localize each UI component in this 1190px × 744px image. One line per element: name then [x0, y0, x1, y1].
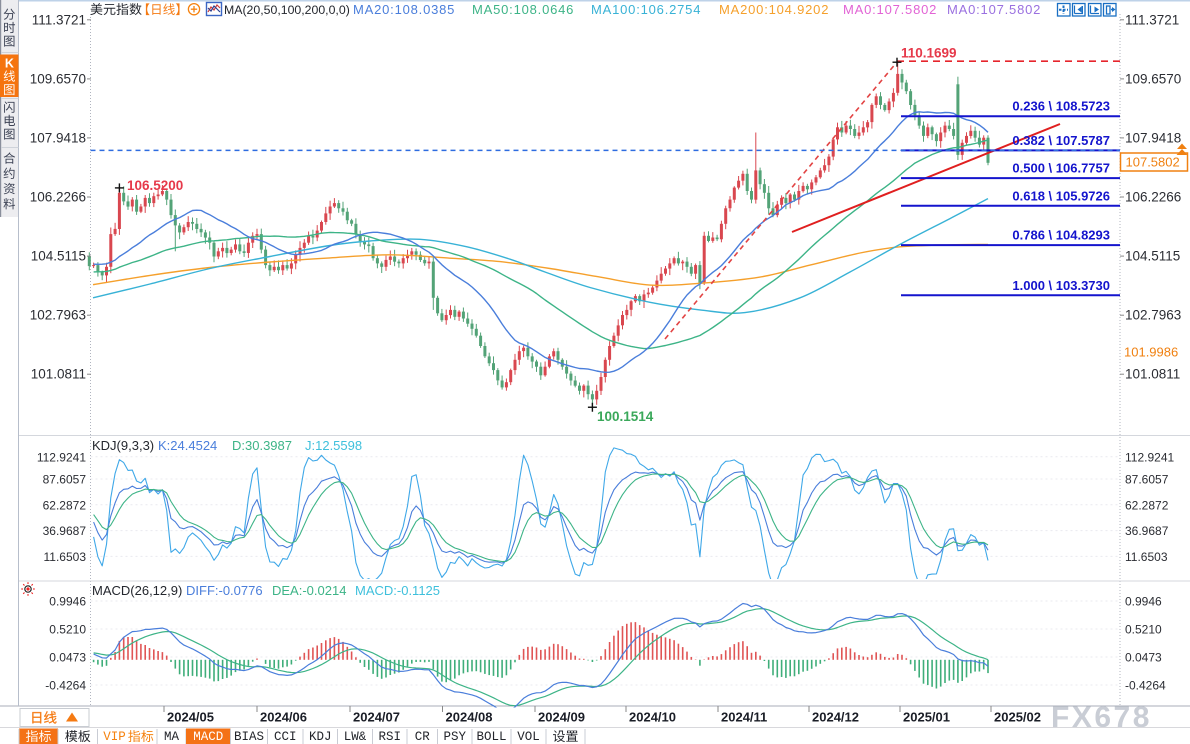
svg-text:0.9946: 0.9946 [1125, 595, 1162, 609]
svg-text:K: K [5, 56, 14, 70]
svg-text:-0.4264: -0.4264 [1125, 679, 1166, 693]
svg-text:VOL: VOL [517, 730, 540, 744]
svg-text:102.7963: 102.7963 [1125, 308, 1181, 323]
svg-text:LW&: LW& [344, 730, 367, 744]
svg-text:0.5210: 0.5210 [1125, 623, 1162, 637]
svg-text:104.5115: 104.5115 [1125, 249, 1180, 264]
svg-text:2024/08: 2024/08 [446, 710, 493, 725]
svg-text:101.0811: 101.0811 [31, 367, 86, 382]
svg-text:106.2266: 106.2266 [30, 190, 86, 205]
svg-text:MA(20,50,100,200,0,0): MA(20,50,100,200,0,0) [224, 3, 350, 17]
svg-text:KDJ: KDJ [309, 730, 332, 744]
svg-text:112.9241: 112.9241 [1125, 450, 1174, 464]
svg-text:KDJ(9,3,3): KDJ(9,3,3) [92, 438, 154, 453]
svg-text:36.9687: 36.9687 [43, 524, 87, 538]
svg-text:K:24.4524: K:24.4524 [158, 438, 217, 453]
svg-text:MA0:107.5802: MA0:107.5802 [843, 2, 937, 17]
svg-text:107.9418: 107.9418 [1125, 130, 1181, 145]
svg-text:DIFF:-0.0776: DIFF:-0.0776 [186, 583, 263, 598]
svg-text:107.5802: 107.5802 [1126, 155, 1180, 170]
svg-text:101.0811: 101.0811 [1125, 367, 1180, 382]
svg-text:MA20:108.0385: MA20:108.0385 [353, 2, 455, 17]
svg-text:62.2872: 62.2872 [1125, 498, 1169, 512]
svg-text:102.7963: 102.7963 [30, 308, 86, 323]
svg-text:111.3721: 111.3721 [32, 12, 86, 27]
svg-text:110.1699: 110.1699 [901, 46, 957, 61]
svg-text:11.6503: 11.6503 [44, 550, 87, 564]
svg-text:0.9946: 0.9946 [49, 595, 86, 609]
svg-text:PSY: PSY [444, 730, 467, 744]
svg-text:CR: CR [415, 730, 431, 744]
svg-text:0.236 \ 108.5723: 0.236 \ 108.5723 [1012, 99, 1110, 114]
svg-text:87.6057: 87.6057 [43, 473, 87, 487]
svg-text:0.5210: 0.5210 [49, 623, 86, 637]
svg-text:MA200:104.9202: MA200:104.9202 [719, 2, 829, 17]
svg-text:CCI: CCI [274, 730, 297, 744]
svg-text:2025/02: 2025/02 [994, 710, 1041, 725]
svg-text:2024/10: 2024/10 [629, 710, 676, 725]
svg-text:2024/12: 2024/12 [812, 710, 859, 725]
svg-text:J:12.5598: J:12.5598 [305, 438, 362, 453]
svg-text:87.6057: 87.6057 [1125, 473, 1169, 487]
svg-text:-0.4264: -0.4264 [45, 679, 86, 693]
svg-text:MA100:106.2754: MA100:106.2754 [591, 2, 701, 17]
svg-text:109.6570: 109.6570 [30, 71, 86, 86]
svg-text:FX678: FX678 [1051, 701, 1152, 734]
svg-text:MACD: MACD [193, 730, 223, 744]
svg-text:11.6503: 11.6503 [1125, 550, 1168, 564]
svg-text:1.000 \ 103.3730: 1.000 \ 103.3730 [1012, 278, 1110, 293]
svg-text:MACD(26,12,9): MACD(26,12,9) [92, 583, 182, 598]
svg-text:BIAS: BIAS [234, 730, 264, 744]
svg-text:RSI: RSI [379, 730, 402, 744]
svg-text:2024/06: 2024/06 [260, 710, 307, 725]
svg-text:107.9418: 107.9418 [30, 130, 86, 145]
svg-text:2024/07: 2024/07 [353, 710, 400, 725]
svg-text:MACD:-0.1125: MACD:-0.1125 [355, 583, 440, 598]
svg-text:106.5200: 106.5200 [127, 178, 183, 193]
svg-text:2024/09: 2024/09 [538, 710, 585, 725]
svg-text:0.382 \ 107.5787: 0.382 \ 107.5787 [1012, 133, 1110, 148]
svg-text:2024/05: 2024/05 [167, 710, 214, 725]
svg-text:MA: MA [164, 730, 180, 744]
svg-text:DEA:-0.0214: DEA:-0.0214 [272, 583, 346, 598]
svg-text:0.786 \ 104.8293: 0.786 \ 104.8293 [1012, 228, 1110, 243]
svg-text:MA0:107.5802: MA0:107.5802 [947, 2, 1041, 17]
svg-text:2025/01: 2025/01 [903, 710, 950, 725]
svg-text:BOLL: BOLL [476, 730, 506, 744]
svg-text:0.0473: 0.0473 [1125, 651, 1162, 665]
svg-text:VIP: VIP [103, 730, 126, 744]
svg-text:MA50:108.0646: MA50:108.0646 [472, 2, 574, 17]
svg-text:111.3721: 111.3721 [1125, 12, 1179, 27]
svg-text:36.9687: 36.9687 [1125, 524, 1169, 538]
svg-text:D:30.3987: D:30.3987 [232, 438, 292, 453]
svg-text:106.2266: 106.2266 [1125, 190, 1181, 205]
svg-text:2024/11: 2024/11 [721, 710, 767, 725]
svg-text:109.6570: 109.6570 [1125, 71, 1181, 86]
svg-text:100.1514: 100.1514 [597, 409, 654, 424]
svg-text:112.9241: 112.9241 [37, 450, 86, 464]
svg-text:101.9986: 101.9986 [1124, 345, 1178, 360]
svg-text:62.2872: 62.2872 [43, 498, 87, 512]
svg-text:0.500 \ 106.7757: 0.500 \ 106.7757 [1012, 161, 1110, 176]
svg-text:104.5115: 104.5115 [31, 249, 86, 264]
svg-text:0.618 \ 105.9726: 0.618 \ 105.9726 [1012, 188, 1110, 203]
svg-text:0.0473: 0.0473 [49, 651, 86, 665]
